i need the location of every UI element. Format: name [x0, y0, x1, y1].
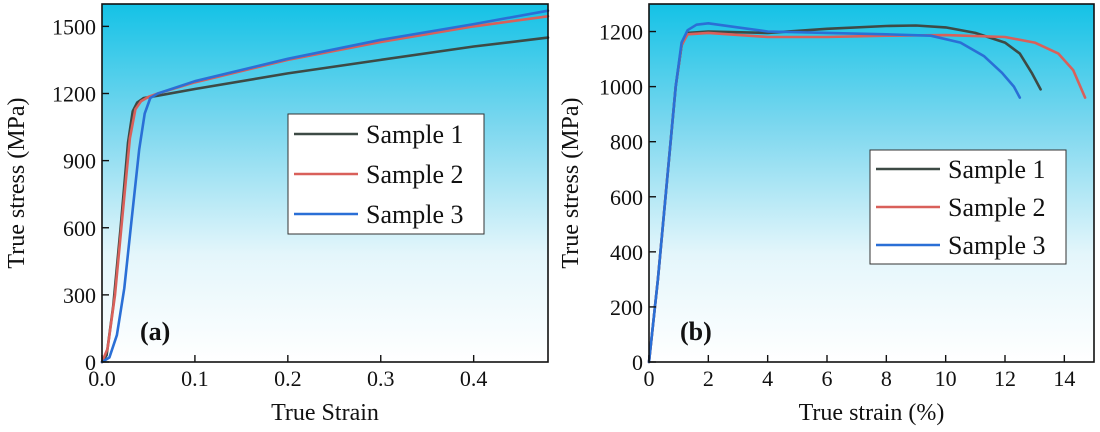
chart-panel-b: 0 2 4 6 8 10 12 14 0 200 400 600 800 1000 1200 True str… [558, 3, 1095, 426]
y-tick-label-b: 600 [610, 185, 643, 210]
legend-label-b-1: Sample 1 [948, 155, 1046, 184]
legend-a: Sample 1 Sample 2 Sample 3 [287, 113, 485, 235]
y-tick-label-b: 800 [610, 130, 643, 155]
axes-frame-b [648, 3, 1095, 363]
x-tick-label-b: 14 [1053, 366, 1075, 391]
series-line-a-2 [100, 15, 550, 364]
y-tick-label-a: 300 [63, 283, 96, 308]
x-axis-label-a: True Strain [271, 400, 379, 426]
legend-label-a-3: Sample 3 [366, 200, 464, 229]
x-tick-label-b: 0 [644, 366, 655, 391]
x-tick-label-a: 0.3 [367, 366, 395, 391]
y-tick-label-a: 1500 [52, 14, 96, 39]
y-tick-label-b: 200 [610, 295, 643, 320]
x-tick-label-b: 6 [822, 366, 833, 391]
series-line-b-3 [647, 22, 1022, 364]
y-tick-label-a: 1200 [52, 82, 96, 107]
x-tick-label-b: 12 [994, 366, 1016, 391]
panel-label-a: (a) [140, 317, 170, 346]
legend-label-b-2: Sample 2 [948, 193, 1046, 222]
axes-frame-a [101, 3, 549, 363]
x-tick-label-a: 0.0 [88, 366, 116, 391]
y-tick-label-a: 900 [63, 149, 96, 174]
x-tick-label-a: 0.1 [181, 366, 209, 391]
series-line-a-3 [100, 9, 550, 364]
legend-label-b-3: Sample 3 [948, 231, 1046, 260]
y-tick-label-b: 1000 [599, 75, 643, 100]
x-tick-label-a: 0.2 [274, 366, 302, 391]
legend-b: Sample 1 Sample 2 Sample 3 [869, 149, 1067, 265]
y-tick-label-a: 0 [85, 350, 96, 375]
legend-label-a-2: Sample 2 [366, 160, 464, 189]
x-tick-label-b: 10 [935, 366, 957, 391]
x-tick-label-b: 8 [881, 366, 892, 391]
y-tick-label-b: 1200 [599, 20, 643, 45]
x-tick-label-b: 2 [703, 366, 714, 391]
y-tick-label-b: 400 [610, 240, 643, 265]
panel-label-b: (b) [680, 317, 712, 346]
x-tick-label-b: 4 [762, 366, 773, 391]
y-axis-label-a: True stress (MPa) [4, 97, 30, 268]
y-tick-label-a: 600 [63, 216, 96, 241]
legend-label-a-1: Sample 1 [366, 120, 464, 149]
y-tick-label-b: 0 [632, 350, 643, 375]
y-axis-label-b: True stress (MPa) [558, 97, 584, 268]
chart-panel-a: 0.0 0.1 0.2 0.3 0.4 0 300 600 900 1200 1500 True St… [4, 3, 550, 426]
x-tick-label-a: 0.4 [460, 366, 488, 391]
x-axis-label-b: True strain (%) [799, 400, 945, 426]
